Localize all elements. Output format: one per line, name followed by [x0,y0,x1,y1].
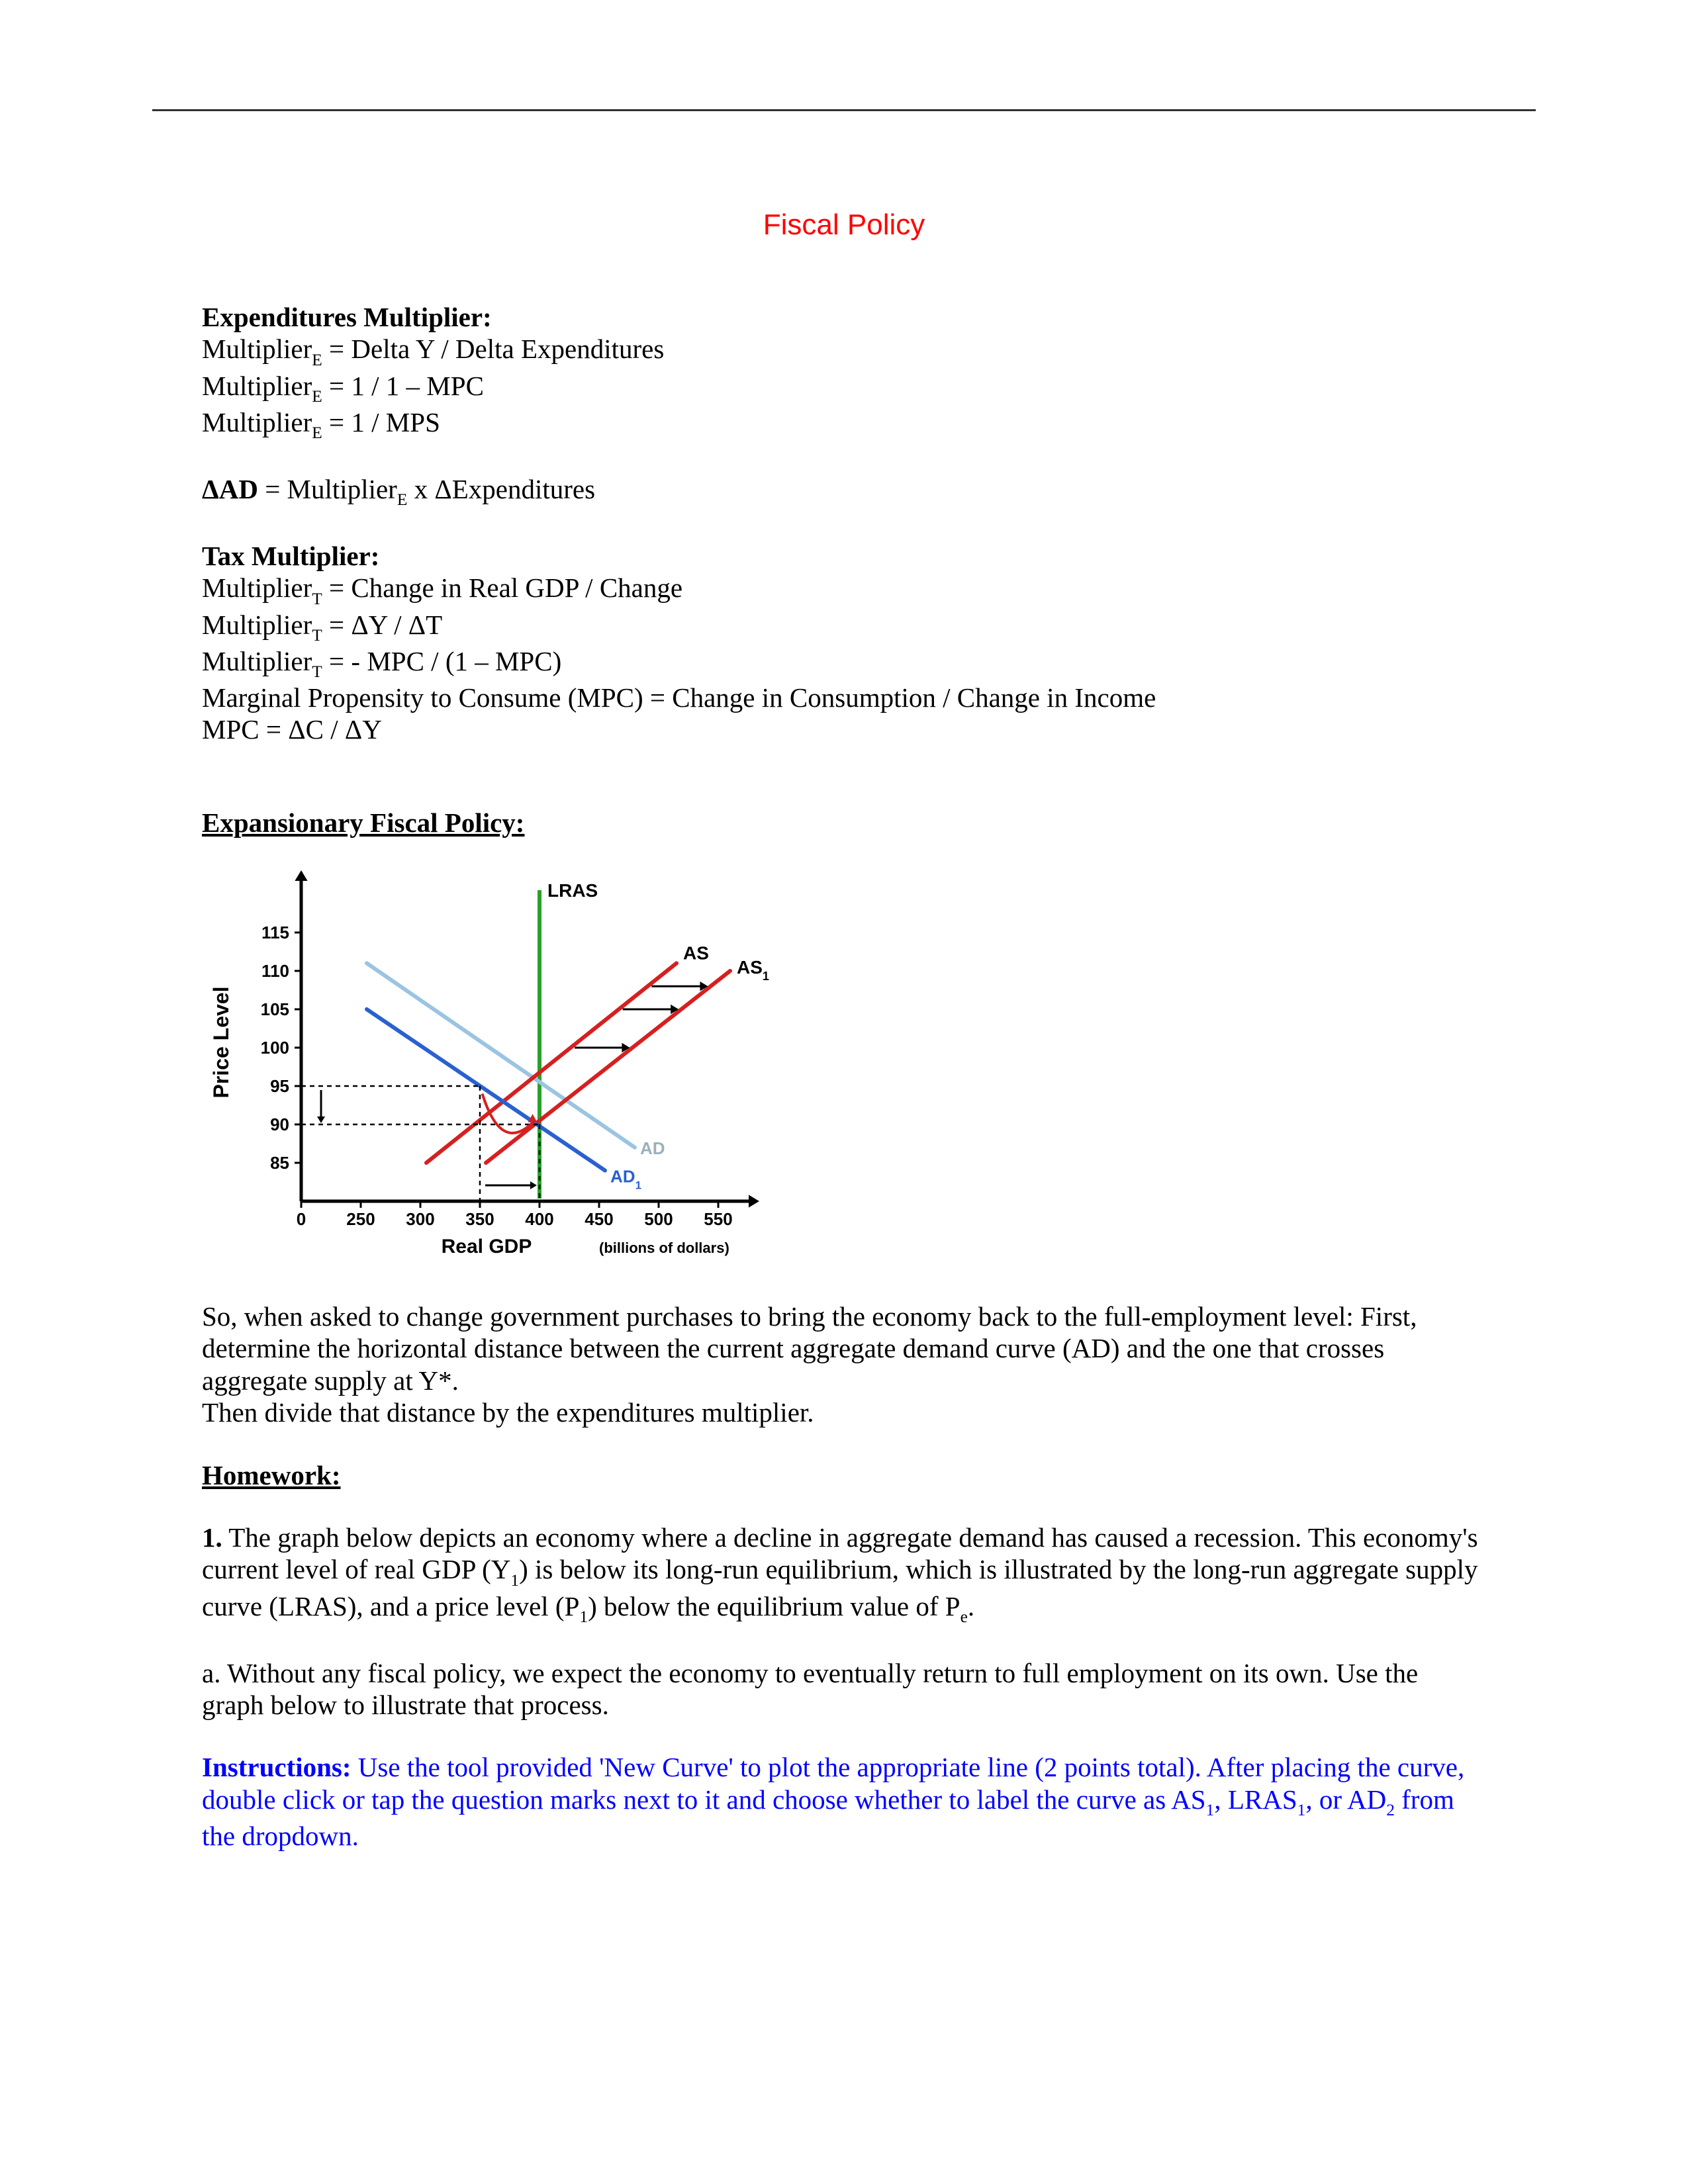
text: = 1 / MPS [322,407,440,437]
svg-text:115: 115 [261,923,289,942]
text: = ΔY / ΔT [322,610,442,640]
text: = - MPC / (1 – MPC) [322,646,561,676]
page: Fiscal Policy Expenditures Multiplier: M… [0,0,1688,2184]
text: Multiplier [202,371,312,401]
subscript: 1 [1206,1801,1215,1819]
svg-text:350: 350 [465,1209,494,1229]
svg-text:95: 95 [270,1076,289,1096]
subscript: E [312,387,322,406]
tax-multiplier-section: Tax Multiplier: MultiplierT = Change in … [202,540,1486,746]
text: Then divide that distance by the expendi… [202,1397,814,1428]
subscript: e [961,1608,968,1626]
exp-mult-line-3: MultiplierE = 1 / MPS [202,406,1486,443]
delta-ad-line: ΔAD = MultiplierE x ΔExpenditures [202,473,1486,510]
subscript: T [312,590,322,608]
ad-as-chart: 85 90 95 100 105 110 115 0 250 300 350 400 450 500 550… [202,850,1486,1274]
svg-text:550: 550 [704,1209,732,1229]
instructions-label: Instructions: [202,1752,352,1782]
subscript: 2 [1386,1801,1395,1819]
text: Multiplier [202,610,312,640]
chart-svg: 85 90 95 100 105 110 115 0 250 300 350 400 450 500 550… [202,850,778,1274]
exp-mult-line-1: MultiplierE = Delta Y / Delta Expenditur… [202,333,1486,369]
tax-mult-heading: Tax Multiplier: [202,540,1486,572]
svg-text:85: 85 [270,1153,289,1173]
text: x ΔExpenditures [407,474,595,504]
svg-text:105: 105 [261,999,289,1019]
subscript: T [312,626,322,645]
svg-text:90: 90 [270,1115,289,1134]
text: = Multiplier [258,474,397,504]
question-1a: a. Without any fiscal policy, we expect … [202,1657,1486,1721]
svg-text:110: 110 [261,961,289,981]
text: . [968,1591,974,1621]
subscript: E [397,490,408,509]
svg-text:AD: AD [640,1138,665,1158]
subscript: T [312,662,322,681]
svg-text:LRAS: LRAS [547,880,598,901]
svg-text:AS: AS [683,942,709,963]
text: , LRAS [1214,1784,1297,1815]
subscript: 1 [579,1608,588,1626]
instructions-paragraph: Instructions: Use the tool provided 'New… [202,1751,1486,1852]
svg-text:400: 400 [525,1209,553,1229]
expansionary-policy-heading: Expansionary Fiscal Policy: [202,807,1486,839]
tax-mult-line-4: Marginal Propensity to Consume (MPC) = C… [202,682,1486,713]
text: Multiplier [202,407,312,437]
svg-text:AS1: AS1 [737,957,769,983]
svg-text:AD1: AD1 [610,1167,641,1192]
text: So, when asked to change government purc… [202,1301,1354,1332]
question-number: 1. [202,1522,222,1553]
text: Multiplier [202,646,312,676]
svg-text:Real GDP: Real GDP [442,1236,532,1257]
tax-mult-line-1: MultiplierT = Change in Real GDP / Chang… [202,572,1486,608]
tax-mult-line-5: MPC = ΔC / ΔY [202,713,1486,745]
svg-text:300: 300 [406,1209,434,1229]
svg-text:(billions of dollars): (billions of dollars) [599,1240,729,1256]
tax-mult-line-2: MultiplierT = ΔY / ΔT [202,609,1486,645]
svg-text:250: 250 [346,1209,375,1229]
exp-mult-line-2: MultiplierE = 1 / 1 – MPC [202,370,1486,406]
text: Multiplier [202,572,312,603]
subscript: E [312,424,322,442]
subscript: 1 [1297,1801,1306,1819]
text: ) below the equilibrium value of P [588,1591,961,1621]
text: = Delta Y / Delta Expenditures [322,334,664,364]
content-column: Fiscal Policy Expenditures Multiplier: M… [202,208,1486,1852]
text: = Change in Real GDP / Change [322,572,682,603]
tax-mult-line-3: MultiplierT = - MPC / (1 – MPC) [202,645,1486,682]
page-title: Fiscal Policy [202,208,1486,242]
question-1: 1. The graph below depicts an economy wh… [202,1522,1486,1627]
svg-text:450: 450 [585,1209,613,1229]
homework-heading: Homework: [202,1459,1486,1491]
delta-ad-label: ΔAD [202,474,258,504]
svg-text:0: 0 [297,1209,306,1229]
text: = 1 / 1 – MPC [322,371,484,401]
text: Multiplier [202,334,312,364]
explanation-paragraph: So, when asked to change government purc… [202,1300,1486,1429]
page-top-rule [152,109,1536,111]
svg-text:100: 100 [261,1038,289,1058]
svg-text:Price Level: Price Level [209,987,233,1099]
subscript: E [312,351,322,369]
expenditures-multiplier-section: Expenditures Multiplier: MultiplierE = D… [202,301,1486,443]
text: , or AD [1305,1784,1386,1815]
subscript: 1 [510,1571,519,1590]
svg-text:500: 500 [644,1209,673,1229]
exp-mult-heading: Expenditures Multiplier: [202,301,1486,333]
